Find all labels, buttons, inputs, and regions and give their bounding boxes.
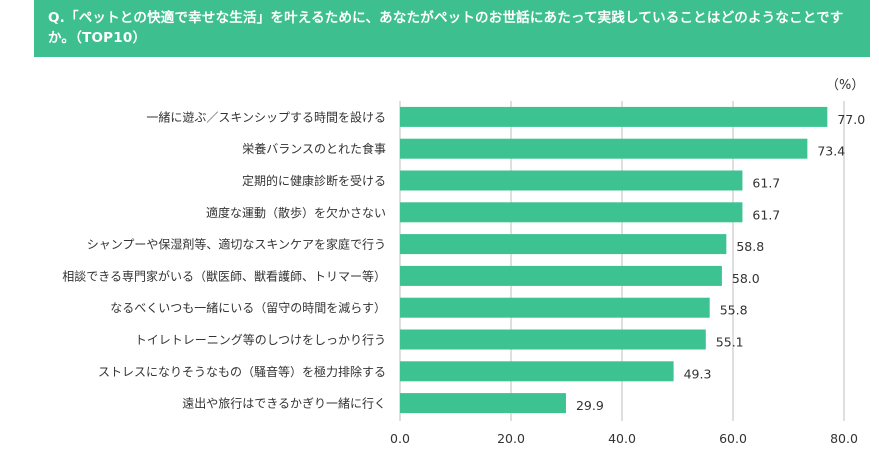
bar: [400, 361, 674, 382]
category-label: 栄養バランスのとれた食事: [242, 141, 386, 156]
bar: [400, 106, 828, 127]
value-label: 29.9: [576, 398, 604, 413]
value-label: 58.0: [732, 271, 760, 286]
value-label: 61.7: [752, 207, 780, 222]
value-label: 73.4: [817, 144, 845, 159]
x-tick-label: 0.0: [390, 431, 410, 446]
bar: [400, 138, 808, 159]
value-label: 61.7: [752, 176, 780, 191]
bar: [400, 297, 710, 318]
category-label: シャンプーや保湿剤等、適切なスキンケアを家庭で行う: [87, 237, 386, 252]
category-label: なるべくいつも一緒にいる（留守の時間を減らす）: [110, 300, 386, 315]
value-label: 55.1: [716, 335, 744, 350]
value-label: 55.8: [720, 303, 748, 318]
x-tick-label: 80.0: [830, 431, 858, 446]
bar: [400, 202, 743, 223]
x-tick-label: 60.0: [719, 431, 747, 446]
value-label: 77.0: [837, 112, 865, 127]
bar: [400, 393, 566, 414]
bar: [400, 234, 727, 255]
value-label: 49.3: [684, 366, 712, 381]
category-label: 一緒に遊ぶ／スキンシップする時間を設ける: [146, 109, 386, 124]
x-tick-label: 40.0: [608, 431, 636, 446]
question-text: Q.「ペットとの快適で幸せな生活」を叶えるために、あなたがペットのお世話にあたっ…: [48, 10, 844, 46]
category-label: 定期的に健康診断を受ける: [242, 173, 386, 188]
bar: [400, 265, 722, 286]
category-label: 相談できる専門家がいる（獣医師、獣看護師、トリマー等）: [62, 268, 386, 283]
bar: [400, 170, 743, 191]
question-header: Q.「ペットとの快適で幸せな生活」を叶えるために、あなたがペットのお世話にあたっ…: [34, 0, 870, 57]
bar: [400, 329, 706, 350]
category-label: トイレトレーニング等のしつけをしっかり行う: [135, 333, 386, 347]
category-label: ストレスになりそうなもの（騒音等）を極力排除する: [98, 364, 386, 379]
x-tick-label: 20.0: [497, 431, 525, 446]
value-label: 58.8: [736, 239, 764, 254]
category-label: 遠出や旅行はできるかぎり一緒に行く: [182, 396, 386, 411]
unit-label: （%）: [826, 78, 865, 93]
category-label: 適度な運動（散歩）を欠かさない: [206, 205, 386, 220]
